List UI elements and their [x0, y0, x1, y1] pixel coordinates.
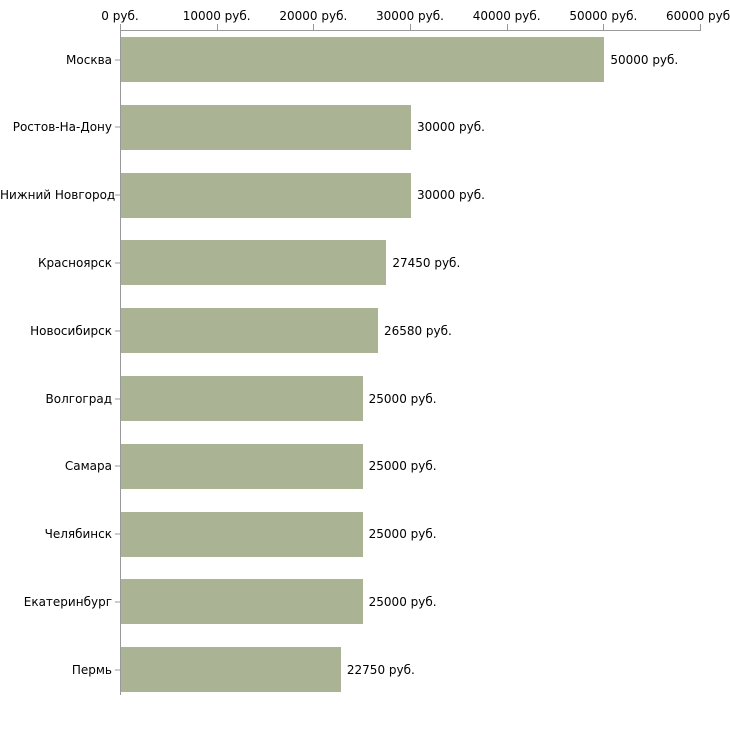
- x-tick-mark: [506, 24, 508, 30]
- bar: [121, 308, 378, 354]
- value-label: 25000 руб.: [368, 459, 437, 474]
- y-axis-line: [120, 30, 121, 695]
- x-tick-mark: [120, 24, 121, 30]
- x-tick-label: 30000 руб.: [376, 9, 444, 23]
- x-axis-line: [120, 30, 701, 31]
- bar: [121, 579, 363, 625]
- value-label: 25000 руб.: [368, 391, 437, 406]
- value-label: 30000 руб.: [417, 120, 485, 135]
- x-tick-mark: [700, 24, 701, 30]
- y-tick-mark: [115, 669, 120, 671]
- category-label: Москва: [66, 52, 112, 67]
- x-tick-mark: [603, 24, 605, 30]
- category-label: Новосибирск: [30, 323, 112, 338]
- category-label: Ростов-На-Дону: [12, 120, 112, 135]
- bar: [121, 511, 363, 557]
- x-tick-mark: [313, 24, 315, 30]
- bar: [121, 240, 387, 286]
- bar: [121, 104, 411, 150]
- category-label: Пермь: [71, 662, 112, 677]
- bar: [121, 37, 605, 82]
- x-tick-label: 10000 руб.: [182, 9, 251, 23]
- category-label: Красноярск: [38, 255, 112, 270]
- x-tick-mark: [410, 24, 411, 30]
- y-tick-mark: [115, 262, 120, 264]
- value-label: 27450 руб.: [392, 255, 461, 270]
- value-label: 26580 руб.: [383, 323, 452, 338]
- x-tick-label: 0 руб.: [101, 9, 139, 23]
- category-label: Нижний Новгород: [0, 188, 116, 203]
- y-tick-mark: [115, 398, 120, 399]
- bar: [121, 376, 363, 421]
- x-tick-mark: [216, 24, 218, 30]
- category-label: Волгоград: [45, 391, 112, 406]
- bar: [121, 443, 363, 489]
- category-label: Самара: [64, 459, 112, 474]
- value-label: 30000 руб.: [417, 188, 485, 203]
- y-tick-mark: [115, 59, 120, 60]
- bar: [121, 172, 411, 218]
- value-label: 25000 руб.: [368, 594, 437, 609]
- x-tick-label: 60000 руб.: [666, 9, 730, 23]
- x-tick-label: 20000 руб.: [279, 9, 348, 23]
- y-tick-mark: [115, 465, 120, 467]
- y-tick-mark: [115, 533, 120, 535]
- x-tick-label: 40000 руб.: [472, 9, 541, 23]
- value-label: 50000 руб.: [610, 52, 679, 67]
- bar: [121, 647, 341, 693]
- value-label: 25000 руб.: [368, 527, 437, 542]
- y-tick-mark: [115, 330, 120, 332]
- y-tick-mark: [115, 126, 120, 128]
- category-label: Челябинск: [44, 527, 112, 542]
- y-tick-mark: [115, 194, 120, 196]
- y-tick-mark: [115, 601, 120, 603]
- category-label: Екатеринбург: [23, 594, 112, 609]
- value-label: 22750 руб.: [346, 662, 415, 677]
- x-tick-label: 50000 руб.: [569, 9, 638, 23]
